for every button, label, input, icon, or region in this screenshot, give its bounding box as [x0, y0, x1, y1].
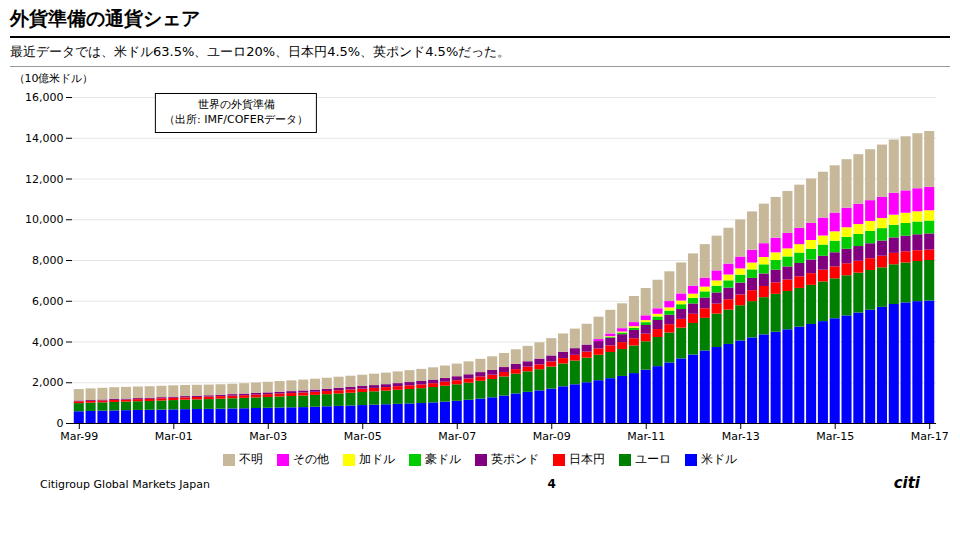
svg-text:8,000: 8,000	[32, 254, 64, 267]
html-text:citi: citi	[893, 474, 920, 492]
svg-text:Mar-05: Mar-05	[344, 430, 382, 443]
svg-text:Mar-17: Mar-17	[911, 430, 949, 443]
html-text:最近データでは、米ドル63.5%、ユーロ20%、日本円4.5: 最近データでは、米ドル63.5%、ユーロ20%、日本円4.5%、英ポンド4.5%…	[10, 44, 511, 59]
html-text:英ポンド: 英ポンド	[491, 452, 539, 466]
html-text:4: 4	[547, 477, 556, 491]
html-text:世界の外貨準備 （出所: IMF/COFERデータ）: 世界の外貨準備 （出所: IMF/COFERデータ）	[164, 98, 309, 126]
svg-text:Mar-03: Mar-03	[249, 430, 287, 443]
svg-text:6,000: 6,000	[32, 295, 64, 308]
html-text:不明: 不明	[239, 452, 263, 466]
svg-text:Mar-07: Mar-07	[438, 430, 476, 443]
html-text:豪ドル: 豪ドル	[425, 452, 461, 466]
svg-text:Mar-09: Mar-09	[533, 430, 571, 443]
html-text:加ドル: 加ドル	[359, 452, 395, 466]
html-text:外貨準備の通貨シェア: 外貨準備の通貨シェア	[10, 7, 200, 29]
html-text:米ドル: 米ドル	[701, 452, 737, 466]
svg-text:4,000: 4,000	[32, 336, 64, 349]
svg-text:（10億米ドル）: （10億米ドル）	[14, 72, 94, 85]
svg-text:16,000: 16,000	[25, 91, 64, 104]
svg-text:14,000: 14,000	[25, 132, 64, 145]
svg-text:Mar-01: Mar-01	[155, 430, 193, 443]
svg-text:12,000: 12,000	[25, 173, 64, 186]
svg-text:0: 0	[57, 417, 64, 430]
html-text:日本円: 日本円	[569, 452, 605, 466]
svg-text:Mar-15: Mar-15	[816, 430, 854, 443]
html-text:ユーロ: ユーロ	[635, 452, 671, 466]
svg-text:10,000: 10,000	[25, 213, 64, 226]
svg-text:Mar-13: Mar-13	[722, 430, 760, 443]
html-text:その他: その他	[293, 452, 329, 466]
svg-text:Mar-11: Mar-11	[627, 430, 665, 443]
svg-text:Mar-99: Mar-99	[60, 430, 98, 443]
svg-text:2,000: 2,000	[32, 376, 64, 389]
html-text:Citigroup Global Markets Japan: Citigroup Global Markets Japan	[40, 478, 210, 491]
